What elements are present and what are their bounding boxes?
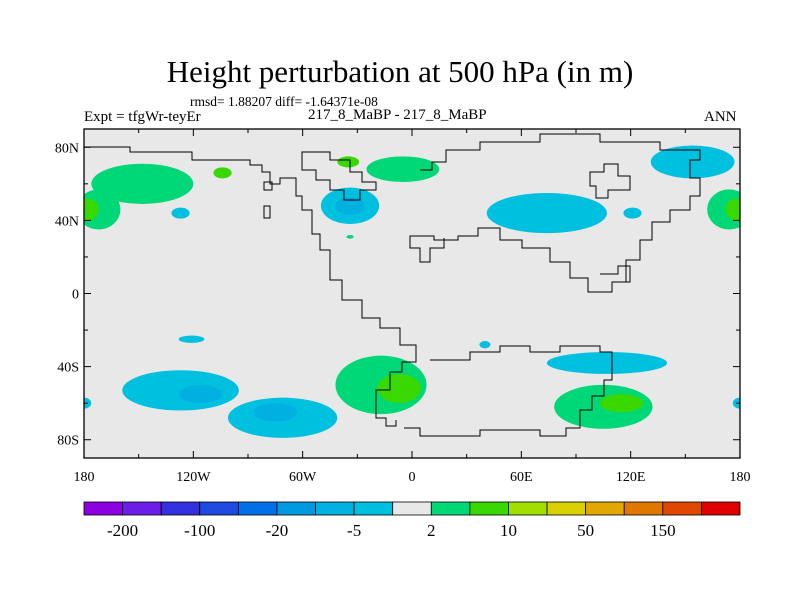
chart-title: Height perturbation at 500 hPa (in m) <box>166 54 634 89</box>
y-tick-label: 40S <box>57 361 79 376</box>
colorbar-label: -200 <box>107 521 138 540</box>
anomaly-region-small-neg-atl <box>479 341 491 349</box>
x-tick-label: 120W <box>176 470 211 485</box>
anomaly-region-west-neg-blob <box>171 207 190 219</box>
anomaly-region-indian-neg <box>546 351 668 374</box>
colorbar-label: 50 <box>577 521 594 540</box>
y-tick-label: 40N <box>55 214 79 229</box>
colorbar-box <box>585 501 625 516</box>
anomaly-region-atlantic-neg-core <box>335 196 365 215</box>
colorbar: -200 -100 -20 -5 2 10 50 150 <box>83 501 741 540</box>
colorbar-label: -100 <box>184 521 215 540</box>
coastline-4 <box>404 345 613 437</box>
coastline-layer <box>84 133 701 437</box>
colorbar-box <box>315 501 355 516</box>
coastline-6 <box>263 181 273 191</box>
anomaly-region-asia-neg <box>486 192 607 234</box>
colorbar-box <box>122 501 162 516</box>
anomaly-region-pacific-pos-east-core <box>725 198 740 221</box>
coastline-5 <box>600 265 631 283</box>
x-axis: 180 120W 60W 0 60E 120E 180 <box>74 129 751 485</box>
colorbar-box <box>353 501 394 516</box>
anomaly-region-small-pos <box>346 235 354 239</box>
anomaly-layer <box>84 145 740 438</box>
anomaly-region-n-atlantic-pos-core <box>213 167 232 179</box>
x-tick-label: 0 <box>409 470 416 485</box>
colorbar-box <box>83 501 123 516</box>
colorbar-box <box>508 501 548 516</box>
colorbar-box <box>199 501 239 516</box>
experiment-label: Expt = tfgWr-teyEr <box>84 109 201 125</box>
anomaly-region-indian-pos-core <box>599 394 644 413</box>
anomaly-region-pacific-pos-west <box>84 189 121 230</box>
y-tick-label: 80N <box>55 141 79 156</box>
x-tick-label: 60W <box>289 470 317 485</box>
colorbar-box <box>546 501 587 516</box>
x-tick-label: 180 <box>730 470 751 485</box>
colorbar-label: 10 <box>500 521 517 540</box>
coastline-0 <box>84 146 417 427</box>
colorbar-box <box>469 501 509 516</box>
anomaly-region-sp-small-neg <box>623 207 642 219</box>
colorbar-box <box>160 501 201 516</box>
coastline-7 <box>263 205 271 219</box>
anomaly-region-sh-neg-pacific-core <box>178 384 223 404</box>
anomaly-region-sh-pos-center-core <box>377 373 422 404</box>
colorbar-box <box>623 501 664 516</box>
colorbar-label: -20 <box>266 521 289 540</box>
colorbar-box <box>392 501 432 516</box>
x-tick-label: 180 <box>74 470 95 485</box>
colorbar-label: -5 <box>347 521 361 540</box>
anomaly-region-pacific-pos-east <box>707 189 740 230</box>
x-tick-label: 120E <box>616 470 646 485</box>
coastline-2 <box>589 163 631 199</box>
case-label: 217_8_MaBP - 217_8_MaBP <box>308 107 487 123</box>
colorbar-box <box>701 501 741 516</box>
y-axis: 80N 40N 0 40S 80S <box>55 141 740 449</box>
anomaly-region-central-pos <box>337 156 360 168</box>
anomaly-region-pacific-pos-west-core <box>84 198 99 221</box>
colorbar-box <box>276 501 316 516</box>
y-tick-label: 80S <box>57 434 79 449</box>
anomaly-region-europe-pos-arc <box>366 156 440 183</box>
stats-label: rmsd= 1.88207 diff= -1.64371e-08 <box>190 94 378 109</box>
coastline-1 <box>409 133 701 293</box>
anomaly-region-sh-neg-south-core <box>253 403 298 422</box>
y-tick-label: 0 <box>72 288 79 303</box>
anomaly-region-n-atlantic-pos <box>91 163 194 204</box>
anomaly-region-sh-neg-pacific <box>122 370 239 411</box>
anomaly-region-nw-pacific-neg <box>650 145 735 179</box>
season-label: ANN <box>704 109 737 125</box>
anomaly-region-sh-neg-small <box>178 335 205 343</box>
colorbar-box <box>662 501 702 516</box>
colorbar-box <box>430 501 471 516</box>
colorbar-label: 150 <box>650 521 676 540</box>
x-tick-label: 60E <box>510 470 533 485</box>
colorbar-label: 2 <box>427 521 436 540</box>
coastline-3 <box>301 151 377 201</box>
colorbar-box <box>237 501 278 516</box>
